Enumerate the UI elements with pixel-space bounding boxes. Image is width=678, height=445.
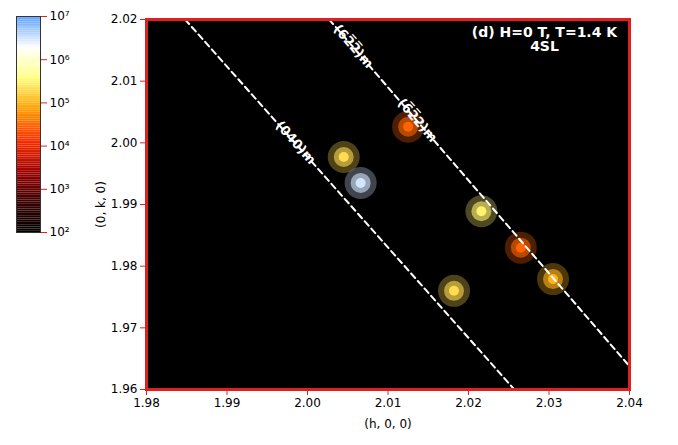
svg-text:2.02: 2.02 [455,396,482,410]
svg-text:1.97: 1.97 [111,321,138,335]
svg-text:2.04: 2.04 [616,396,643,410]
svg-text:10⁷: 10⁷ [50,9,70,23]
svg-text:1.98: 1.98 [133,396,160,410]
svg-text:(d) H=0 T, T=1.4 K4SL: (d) H=0 T, T=1.4 K4SL [472,24,618,54]
svg-text:(0, k, 0): (0, k, 0) [94,181,108,228]
svg-text:(62̅2̅)m: (62̅2̅)m [331,21,377,71]
svg-text:(h, 0, 0): (h, 0, 0) [364,417,412,431]
svg-text:10²: 10² [50,225,70,239]
svg-text:2.01: 2.01 [111,74,138,88]
svg-text:1.98: 1.98 [111,259,138,273]
svg-text:2.00: 2.00 [294,396,321,410]
svg-text:(6̅2̅2)m: (6̅2̅2)m [395,95,441,145]
svg-text:1.99: 1.99 [111,197,138,211]
svg-text:1.99: 1.99 [214,396,241,410]
svg-text:10⁶: 10⁶ [50,53,70,67]
svg-text:1.96: 1.96 [111,382,138,396]
svg-text:10³: 10³ [50,182,70,196]
svg-text:(040)m: (040)m [273,118,319,167]
svg-text:2.00: 2.00 [111,136,138,150]
svg-text:2.03: 2.03 [536,396,563,410]
svg-text:2.02: 2.02 [111,12,138,26]
svg-text:10⁴: 10⁴ [50,139,70,153]
svg-text:2.01: 2.01 [375,396,402,410]
svg-text:10⁵: 10⁵ [50,96,70,110]
